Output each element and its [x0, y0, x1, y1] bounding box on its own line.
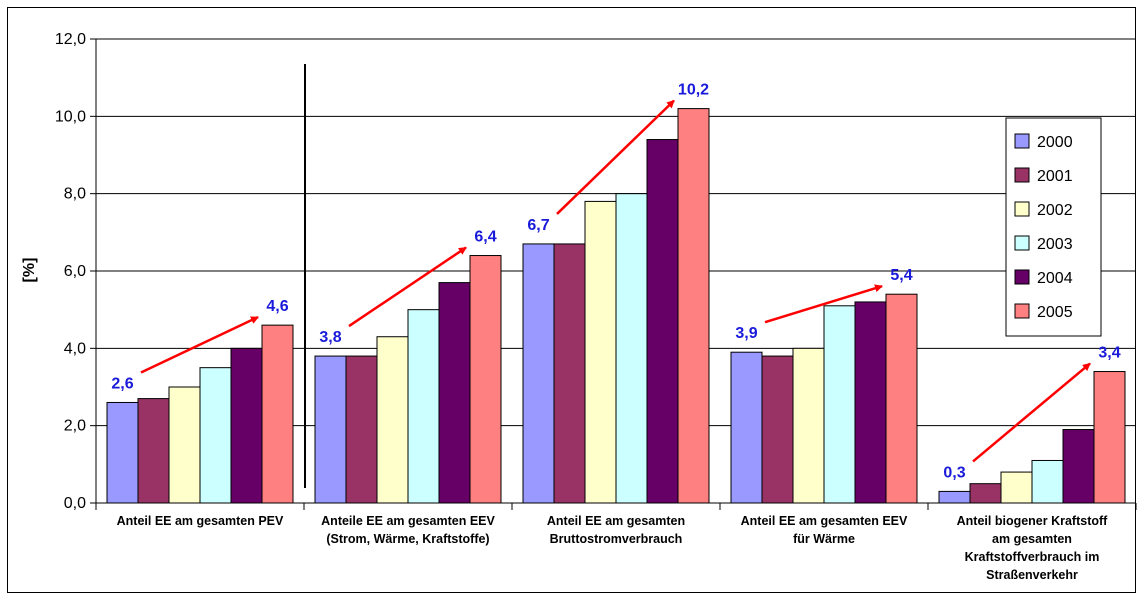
legend-swatch-2001 [1014, 167, 1030, 183]
data-label-end: 6,4 [474, 229, 496, 246]
bar-2005-cat4 [1093, 371, 1126, 504]
bar-2004-cat2 [646, 139, 679, 504]
bar-2004-cat0 [230, 347, 263, 504]
legend-swatch-2004 [1014, 269, 1030, 285]
legend-swatch-2003 [1014, 235, 1030, 251]
bar-2002-cat3 [792, 347, 825, 504]
y-tick-label: 8,0 [64, 186, 86, 203]
y-tick-label: 10,0 [55, 108, 86, 125]
data-label-end: 3,4 [1098, 345, 1120, 362]
bar-2005-cat2 [677, 108, 710, 504]
bar-2002-cat2 [584, 200, 617, 504]
trend-arrow [140, 316, 259, 374]
bar-2004-cat3 [854, 301, 887, 504]
data-label-start: 2,6 [111, 375, 133, 392]
data-label-start: 3,8 [319, 329, 341, 346]
bar-2001-cat2 [553, 243, 586, 504]
bar-2002-cat1 [376, 336, 409, 504]
legend-swatch-2002 [1014, 201, 1030, 217]
bar-2000-cat1 [314, 355, 347, 504]
trend-arrow [556, 99, 675, 215]
legend [1005, 117, 1102, 337]
legend-label-2000: 2000 [1037, 134, 1073, 151]
data-label-end: 5,4 [890, 267, 912, 284]
data-label-end: 4,6 [266, 298, 288, 315]
bar-2000-cat4 [938, 490, 971, 504]
legend-label-2003: 2003 [1037, 236, 1073, 253]
bar-2001-cat1 [345, 355, 378, 504]
bar-2004-cat1 [438, 282, 471, 504]
category-label: Anteil EE am gesamten EEV für Wärme [741, 514, 908, 546]
bar-2000-cat2 [522, 243, 555, 504]
chart-frame [7, 7, 1136, 593]
bar-2004-cat4 [1062, 429, 1095, 504]
bar-2003-cat3 [823, 305, 856, 504]
trend-arrow [972, 362, 1091, 463]
bar-2000-cat0 [106, 401, 139, 504]
bar-2002-cat4 [1000, 471, 1033, 504]
y-tick-label: 0,0 [64, 495, 86, 512]
bar-2003-cat4 [1031, 459, 1064, 504]
data-label-start: 0,3 [943, 464, 965, 481]
legend-swatch-2005 [1014, 303, 1030, 319]
data-label-end: 10,2 [678, 82, 709, 99]
legend-label-2005: 2005 [1037, 304, 1073, 321]
legend-swatch-2000 [1014, 133, 1030, 149]
legend-label-2002: 2002 [1037, 202, 1073, 219]
y-tick-label: 12,0 [55, 31, 86, 48]
bar-2003-cat0 [199, 367, 232, 504]
bar-2005-cat0 [261, 324, 294, 504]
trend-arrow [764, 284, 883, 324]
bar-2003-cat2 [615, 193, 648, 504]
category-label: Anteil EE am gesamten Bruttostromverbrauc… [547, 514, 685, 546]
y-tick-label: 2,0 [64, 418, 86, 435]
y-tick-label: 4,0 [64, 340, 86, 357]
bar-2001-cat0 [137, 398, 170, 504]
y-tick-label: 6,0 [64, 263, 86, 280]
data-label-start: 3,9 [735, 325, 757, 342]
legend-label-2004: 2004 [1037, 270, 1073, 287]
bar-2003-cat1 [407, 309, 440, 504]
bar-2005-cat1 [469, 255, 502, 504]
bar-2000-cat3 [730, 351, 763, 504]
category-label: Anteil biogener Kraftstoff am gesamten Kra… [957, 514, 1109, 582]
data-label-start: 6,7 [527, 217, 549, 234]
bar-2005-cat3 [885, 293, 918, 504]
category-label: Anteil EE am gesamten PEV [117, 514, 284, 528]
category-label: Anteile EE am gesamten EEV (Strom, Wärme,… [321, 514, 495, 546]
bar-2002-cat0 [168, 386, 201, 504]
bar-2001-cat3 [761, 355, 794, 504]
legend-label-2001: 2001 [1037, 168, 1073, 185]
bar-2001-cat4 [969, 483, 1002, 504]
trend-arrow [348, 246, 467, 328]
y-axis-label: [%] [21, 258, 38, 283]
